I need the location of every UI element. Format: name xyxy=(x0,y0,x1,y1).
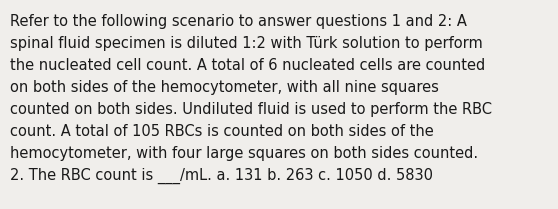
Text: count. A total of 105 RBCs is counted on both sides of the: count. A total of 105 RBCs is counted on… xyxy=(10,124,434,139)
Text: 2. The RBC count is ___/mL. a. 131 b. 263 c. 1050 d. 5830: 2. The RBC count is ___/mL. a. 131 b. 26… xyxy=(10,168,433,184)
Text: the nucleated cell count. A total of 6 nucleated cells are counted: the nucleated cell count. A total of 6 n… xyxy=(10,58,485,73)
Text: counted on both sides. Undiluted fluid is used to perform the RBC: counted on both sides. Undiluted fluid i… xyxy=(10,102,492,117)
Text: on both sides of the hemocytometer, with all nine squares: on both sides of the hemocytometer, with… xyxy=(10,80,439,95)
Text: Refer to the following scenario to answer questions 1 and 2: A: Refer to the following scenario to answe… xyxy=(10,14,467,29)
Text: hemocytometer, with four large squares on both sides counted.: hemocytometer, with four large squares o… xyxy=(10,146,478,161)
Text: spinal fluid specimen is diluted 1:2 with Türk solution to perform: spinal fluid specimen is diluted 1:2 wit… xyxy=(10,36,483,51)
